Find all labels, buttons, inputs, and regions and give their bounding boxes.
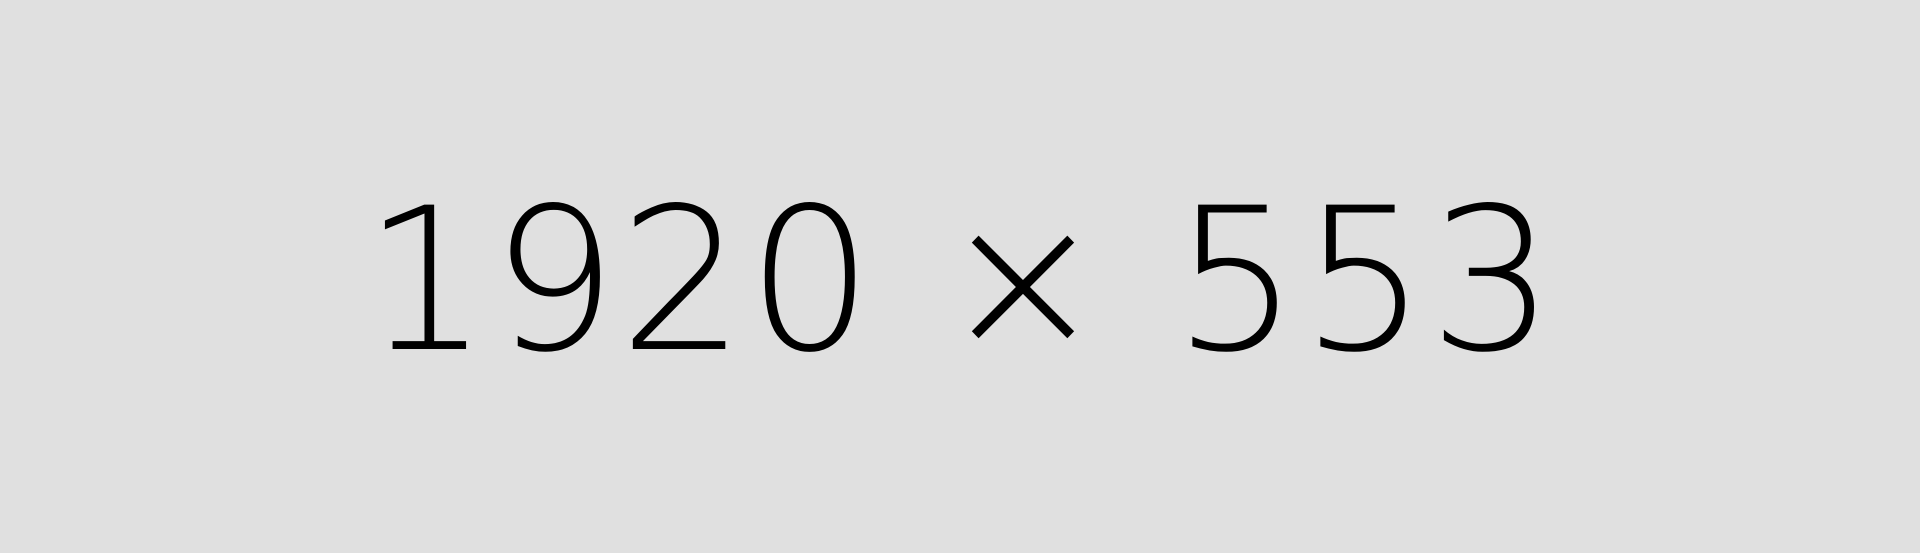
dimension-label: 1920 × 553 xyxy=(363,164,1557,396)
